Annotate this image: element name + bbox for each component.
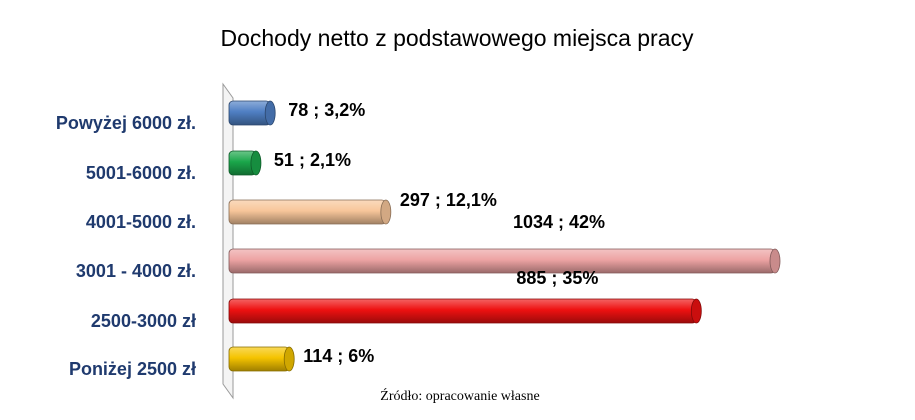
bar-end-cap bbox=[264, 100, 276, 126]
chart-title: Dochody netto z podstawowego miejsca pra… bbox=[220, 25, 694, 51]
category-label: 5001-6000 zł. bbox=[86, 163, 196, 183]
source-note: Źródło: opracowanie własne bbox=[380, 387, 539, 404]
data-label: 51 ; 2,1% bbox=[274, 150, 351, 170]
data-label: 885 ; 35% bbox=[516, 268, 598, 288]
bar-end-cap bbox=[769, 248, 781, 274]
category-label: 4001-5000 zł. bbox=[86, 212, 196, 232]
category-label: Poniżej 2500 zł bbox=[69, 359, 196, 379]
bar bbox=[228, 346, 290, 372]
category-label: Powyżej 6000 zł. bbox=[56, 113, 196, 133]
bar-end-cap bbox=[690, 298, 702, 324]
bar bbox=[228, 199, 387, 225]
bar-end-cap bbox=[380, 199, 392, 225]
bar bbox=[228, 298, 697, 324]
bar-end-cap bbox=[283, 346, 295, 372]
data-label: 114 ; 6% bbox=[303, 346, 374, 366]
data-label: 78 ; 3,2% bbox=[288, 100, 365, 120]
data-label: 297 ; 12,1% bbox=[400, 190, 497, 210]
category-label: 3001 - 4000 zł. bbox=[76, 261, 196, 281]
bar-end-cap bbox=[250, 150, 262, 176]
bar bbox=[228, 100, 271, 126]
bar bbox=[228, 248, 776, 274]
data-label: 1034 ; 42% bbox=[513, 212, 605, 232]
category-label: 2500-3000 zł bbox=[91, 311, 196, 331]
